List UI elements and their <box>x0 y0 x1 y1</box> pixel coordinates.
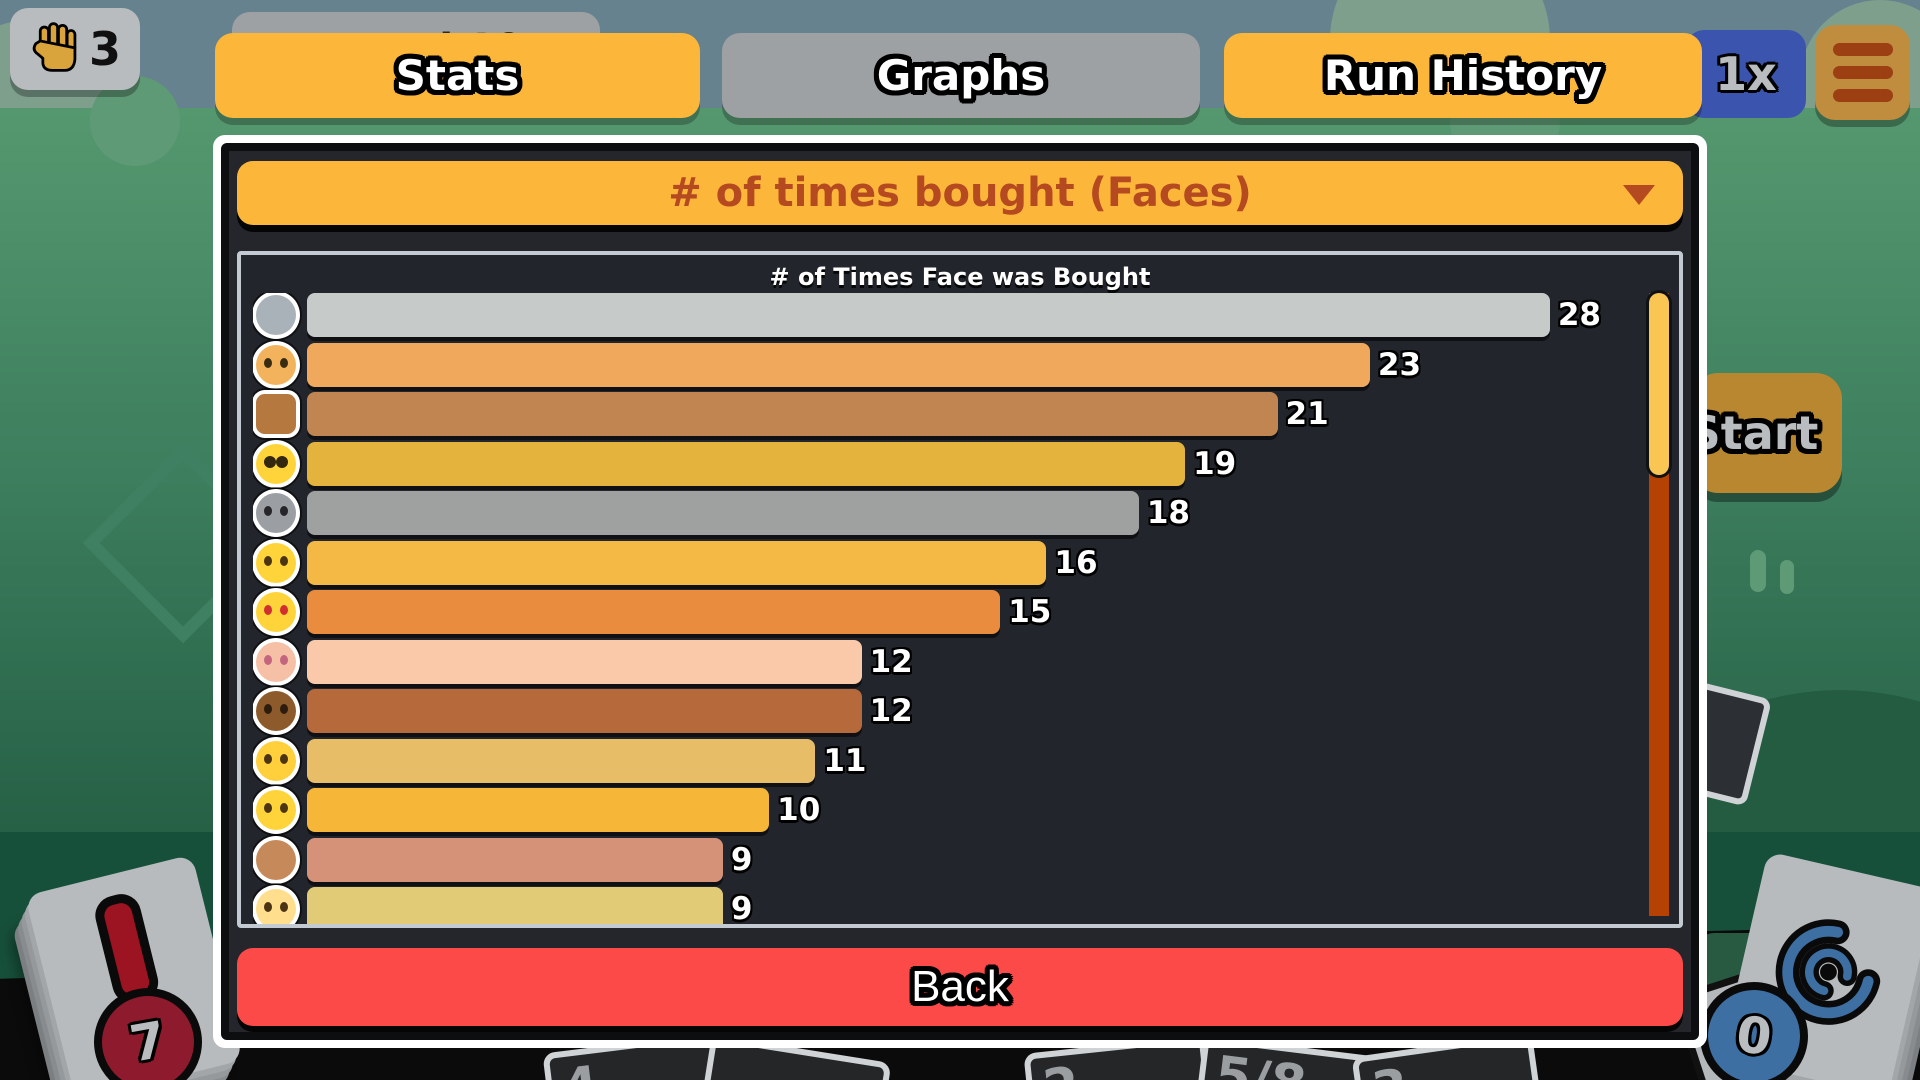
heart-eyes-icon <box>253 589 299 635</box>
bar <box>307 639 862 684</box>
chart-row: 28 <box>253 293 1601 337</box>
bar <box>307 540 1047 585</box>
raccoon-icon <box>253 490 299 536</box>
pig-icon <box>253 639 299 685</box>
bar <box>307 342 1370 387</box>
bar <box>307 590 1001 634</box>
nerd-face-icon <box>253 441 299 487</box>
back-button[interactable]: Back <box>237 948 1683 1026</box>
chart-rows: 28 23 21 19 18 16 15 12 12 11 10 9 9 <box>253 293 1601 924</box>
background-treetop <box>90 76 180 166</box>
graph-type-dropdown[interactable]: # of times bought (Faces) <box>237 161 1683 225</box>
chart-row: 18 <box>253 491 1601 535</box>
bar-value: 12 <box>869 693 913 729</box>
chart-row: 11 <box>253 738 1601 784</box>
bar <box>307 887 723 924</box>
bar <box>307 441 1186 486</box>
chart-row: 19 <box>253 441 1601 487</box>
dropdown-selected-option: # of times bought (Faces) <box>668 170 1252 216</box>
fairy-icon <box>253 886 299 924</box>
bar-value: 15 <box>1008 594 1052 630</box>
bar-value: 11 <box>823 742 867 779</box>
bar-value: 9 <box>730 891 753 924</box>
chart-row: 10 <box>253 788 1601 832</box>
bar <box>307 738 816 783</box>
chart-row: 12 <box>253 639 1601 685</box>
face-with-thermometer-icon <box>253 540 299 586</box>
chevron-down-icon <box>1623 185 1655 205</box>
bar <box>307 788 770 832</box>
tab-label: Stats <box>395 51 520 100</box>
mouse-icon <box>253 293 299 338</box>
background-grass <box>1750 550 1766 592</box>
chart-row: 12 <box>253 689 1601 733</box>
bar-value: 9 <box>730 841 753 878</box>
chart-row: 9 <box>253 887 1601 924</box>
tab-run-history[interactable]: Run History <box>1224 33 1702 118</box>
tab-stats[interactable]: Stats <box>215 33 700 118</box>
bar-value: 12 <box>869 643 913 680</box>
hamster-icon <box>253 342 299 388</box>
tab-label: Graphs <box>876 51 1046 100</box>
tab-label: Run History <box>1323 51 1603 100</box>
chart-row: 15 <box>253 590 1601 634</box>
hand-size-badge[interactable]: 3 <box>10 8 140 90</box>
chart-row: 16 <box>253 540 1601 586</box>
speed-label: 1x <box>1715 47 1777 101</box>
package-icon <box>253 391 299 437</box>
bar-value: 10 <box>777 792 821 828</box>
graphs-modal: # of times bought (Faces) # of Times Fac… <box>213 135 1707 1048</box>
hand-icon <box>29 21 81 77</box>
discard-deck[interactable] <box>1720 851 1920 1080</box>
vortex-icon <box>1756 900 1901 1048</box>
chart-scrollbar[interactable] <box>1649 293 1669 916</box>
game-speed-button[interactable]: 1x <box>1686 30 1806 118</box>
bar-value: 18 <box>1146 495 1190 531</box>
bar <box>307 689 862 733</box>
bar-value: 21 <box>1285 396 1329 432</box>
exploding-head-icon <box>253 738 299 784</box>
bar <box>307 293 1550 337</box>
bar <box>307 392 1278 436</box>
bar-value: 28 <box>1557 297 1601 333</box>
dog-icon <box>253 837 299 883</box>
hamburger-menu-button[interactable] <box>1815 25 1910 120</box>
chart-row: 21 <box>253 392 1601 436</box>
bar-value: 19 <box>1193 445 1237 482</box>
bar-value: 16 <box>1054 544 1098 581</box>
chart-row: 9 <box>253 837 1601 883</box>
background-grass <box>1780 560 1794 594</box>
chart-row: 23 <box>253 342 1601 388</box>
back-label: Back <box>911 962 1009 1011</box>
hamburger-menu-icon <box>1832 43 1893 56</box>
start-button[interactable]: Start <box>1688 373 1842 493</box>
hand-count: 3 <box>88 22 121 76</box>
badge-value: 7 <box>125 1010 171 1074</box>
scrollbar-thumb[interactable] <box>1649 293 1669 475</box>
teddy-bear-icon <box>253 688 299 734</box>
saluting-face-icon <box>253 787 299 833</box>
tab-graphs[interactable]: Graphs <box>722 33 1200 118</box>
bar <box>307 491 1139 535</box>
badge-value: 0 <box>1732 1004 1776 1068</box>
bar-value: 23 <box>1377 346 1422 383</box>
chart-panel: # of Times Face was Bought 28 23 21 19 18 16 1… <box>237 251 1683 928</box>
start-label: Start <box>1687 406 1819 460</box>
chart-title: # of Times Face was Bought <box>769 263 1151 291</box>
bar <box>307 837 723 882</box>
